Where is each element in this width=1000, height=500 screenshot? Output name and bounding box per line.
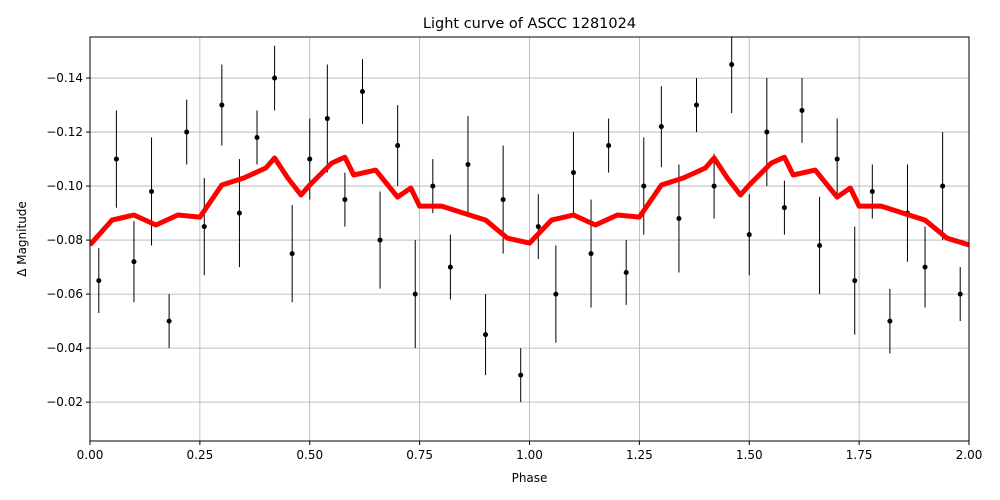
data-point (377, 237, 383, 243)
data-point (272, 75, 278, 81)
data-point (254, 134, 260, 140)
data-point (694, 102, 700, 108)
data-point (852, 278, 858, 284)
data-point (817, 242, 823, 248)
y-tick-label: −0.14 (46, 71, 83, 85)
data-point (711, 183, 717, 189)
data-point (324, 116, 330, 122)
data-point (570, 170, 576, 176)
data-point (764, 129, 770, 135)
data-point (219, 102, 225, 108)
x-tick-label: 0.00 (77, 448, 104, 462)
data-point (184, 129, 190, 135)
y-axis-label: Δ Magnitude (15, 201, 29, 277)
data-point (940, 183, 946, 189)
y-tick-label: −0.12 (46, 125, 83, 139)
chart-title: Light curve of ASCC 1281024 (423, 16, 636, 32)
data-point (553, 291, 559, 297)
data-point (342, 197, 348, 203)
y-tick-label: −0.10 (46, 179, 83, 193)
y-tick-label: −0.06 (46, 287, 83, 301)
data-point (149, 188, 155, 194)
data-point (236, 210, 242, 216)
data-point (623, 269, 629, 275)
data-point (957, 291, 963, 297)
data-point (465, 161, 471, 167)
data-point (641, 183, 647, 189)
data-point (518, 372, 524, 378)
data-point (166, 318, 172, 324)
y-tick-label: −0.02 (46, 395, 83, 409)
x-tick-label: 0.50 (296, 448, 323, 462)
data-point (676, 215, 682, 221)
x-tick-label: 1.25 (626, 448, 653, 462)
data-point (606, 143, 612, 149)
binned-curve (90, 154, 969, 248)
data-point (430, 183, 436, 189)
data-point (834, 156, 840, 162)
data-point (781, 205, 787, 211)
data-point (307, 156, 313, 162)
x-axis-label: Phase (512, 471, 548, 485)
data-point (483, 332, 489, 338)
plot-area (90, 37, 969, 403)
data-point (131, 259, 137, 265)
data-point (729, 62, 735, 68)
data-point (658, 124, 664, 130)
data-point (447, 264, 453, 270)
x-tick-label: 1.50 (736, 448, 763, 462)
data-point (359, 89, 365, 95)
data-point (395, 143, 401, 149)
data-point (922, 264, 928, 270)
x-tick-label: 1.75 (846, 448, 873, 462)
data-point (289, 251, 295, 257)
data-point (588, 251, 594, 257)
data-point (500, 197, 506, 203)
data-point (113, 156, 119, 162)
x-tick-label: 0.75 (406, 448, 433, 462)
y-tick-label: −0.04 (46, 341, 83, 355)
ticks: 0.00 0.25 0.50 0.75 1.00 1.25 1.50 1.75 2.00 −0.0… (46, 71, 982, 462)
data-point (96, 278, 102, 284)
data-point (201, 224, 207, 230)
x-tick-label: 1.00 (516, 448, 543, 462)
y-tick-label: −0.08 (46, 233, 83, 247)
data-point (746, 232, 752, 238)
data-point (869, 188, 875, 194)
x-tick-label: 0.25 (187, 448, 214, 462)
data-point (887, 318, 893, 324)
data-point (412, 291, 418, 297)
data-point (799, 107, 805, 113)
x-tick-label: 2.00 (956, 448, 983, 462)
data-point (535, 224, 541, 230)
